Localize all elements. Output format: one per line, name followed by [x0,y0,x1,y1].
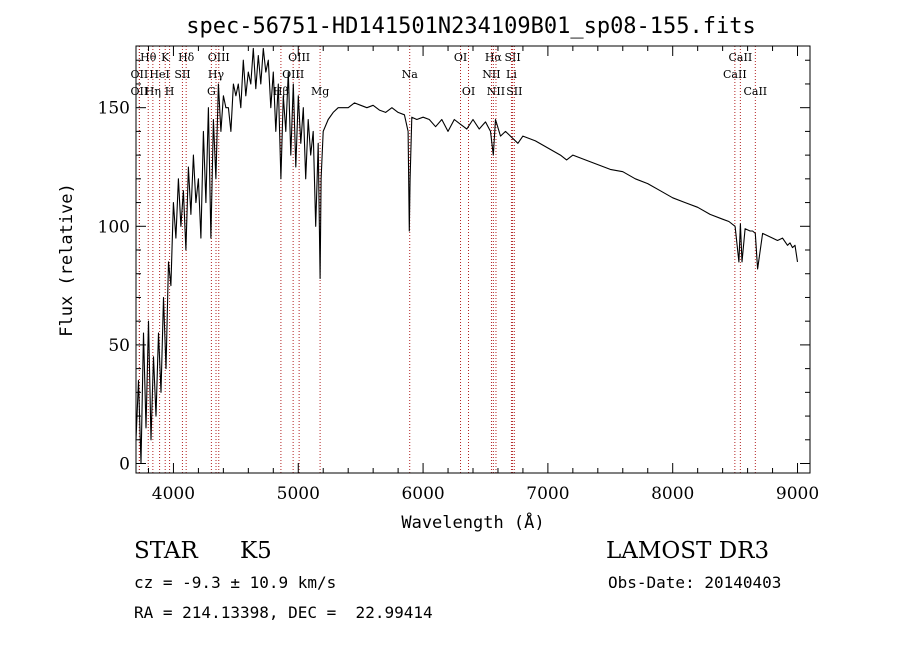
marker-label: CaII [723,68,747,81]
marker-label: CaII [729,51,753,64]
marker-label: CaII [743,85,767,98]
y-tick-label: 0 [119,455,130,475]
plot-frame [135,45,811,474]
x-tick-label: 8000 [651,484,694,504]
marker-label: Li [506,68,517,81]
subclass-label: K5 [240,538,272,564]
marker-label: SII [174,68,190,81]
marker-label: OII [131,85,149,98]
y-tick-label: 150 [98,99,130,119]
x-tick-label: 4000 [152,484,195,504]
y-tick-label: 100 [98,217,130,237]
marker-label: OI [462,85,475,98]
x-tick-label: 7000 [526,484,569,504]
survey-label: LAMOST DR3 [606,538,770,564]
x-tick-label: 6000 [401,484,444,504]
y-axis-ticks: 0 50 100 150 [98,59,810,475]
marker-label: OIII [288,51,310,64]
marker-label: OII [131,68,149,81]
x-tick-label: 5000 [277,484,320,504]
marker-label: H [165,85,175,98]
obs-date-text: Obs-Date: 20140403 [608,573,782,592]
marker-label: SII [504,51,520,64]
marker-label: HeI [149,68,169,81]
marker-label: G [207,85,216,98]
marker-label: NII [487,85,505,98]
marker-label: Mg [311,85,329,98]
marker-label: OIII [282,68,304,81]
y-tick-label: 50 [108,336,130,356]
marker-label: NII [482,68,500,81]
marker-label: K [161,51,170,64]
redshift-text: cz = -9.3 ± 10.9 km/s [134,573,337,592]
x-axis-ticks: 4000 5000 6000 7000 8000 9000 [147,46,819,504]
marker-label: Na [402,68,419,81]
marker-label: Hγ [208,68,225,81]
object-type-label: STAR [134,538,198,564]
marker-label: OIII [208,51,230,64]
y-axis-label: Flux (relative) [57,183,77,337]
x-tick-label: 9000 [776,484,819,504]
marker-label: Hδ [178,51,195,64]
marker-label: Hθ [140,51,157,64]
spectrum-series [135,47,799,465]
marker-label: Hα [485,51,503,64]
x-axis-label: Wavelength (Å) [401,511,544,533]
marker-label: Hη [145,85,161,98]
marker-label: Hβ [273,85,289,98]
coordinates-text: RA = 214.13398, DEC = 22.99414 [134,603,433,622]
chart-title: spec-56751-HD141501N234109B01_sp08-155.f… [186,14,756,39]
marker-label: SII [506,85,522,98]
spectrum-line [135,47,799,465]
marker-label: OI [454,51,467,64]
